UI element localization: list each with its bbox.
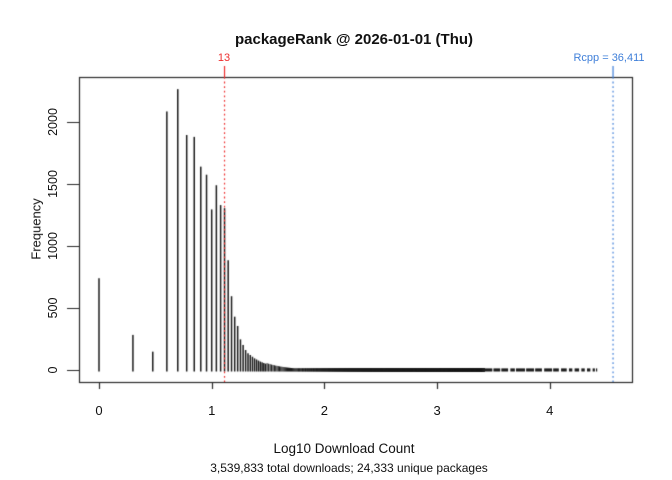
y-axis-title: Frequency xyxy=(28,198,44,260)
x-tick-label: 0 xyxy=(95,403,103,418)
x-tick-label: 1 xyxy=(208,403,216,418)
y-tick-label: 0 xyxy=(46,366,60,374)
red-marker-label: 13 xyxy=(217,52,231,64)
chart-footnote: 3,539,833 total downloads; 24,333 unique… xyxy=(210,461,488,475)
x-tick-label: 4 xyxy=(546,403,554,418)
y-tick-label: 500 xyxy=(46,297,60,319)
y-tick-label: 2000 xyxy=(46,108,60,136)
y-tick-label: 1000 xyxy=(46,232,60,260)
x-tick-label: 3 xyxy=(433,403,441,418)
y-tick-label: 1500 xyxy=(46,170,60,198)
x-axis-title: Log10 Download Count xyxy=(273,441,415,456)
blue-marker-label: Rcpp = 36,411 xyxy=(573,52,645,64)
chart-title: packageRank @ 2026-01-01 (Thu) xyxy=(234,31,474,48)
x-tick-label: 2 xyxy=(320,403,329,418)
